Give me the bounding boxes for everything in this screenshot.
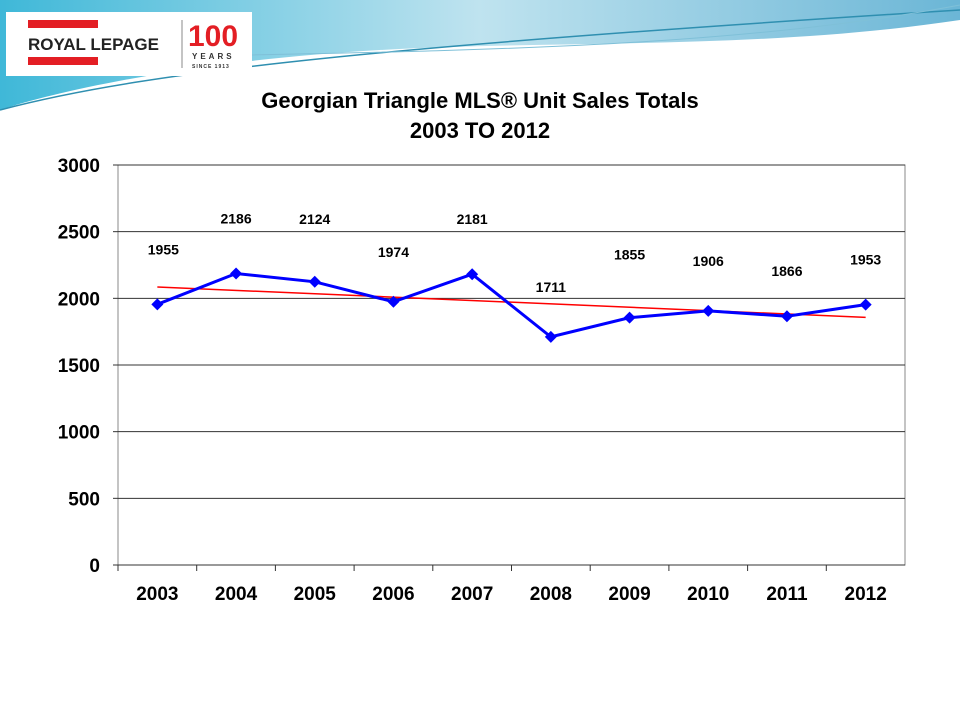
x-tick-label: 2007 xyxy=(451,584,493,605)
y-tick-label: 1000 xyxy=(58,423,100,444)
svg-text:100: 100 xyxy=(188,20,238,53)
data-label: 1855 xyxy=(614,247,645,263)
chart-title: Georgian Triangle MLS® Unit Sales Totals xyxy=(261,88,699,113)
data-point xyxy=(230,267,243,280)
x-tick-label: 2004 xyxy=(215,584,258,605)
royal-lepage-logo: ROYAL LEPAGE 100 YEARS SINCE 1913 xyxy=(6,12,252,76)
y-tick-label: 0 xyxy=(89,556,100,577)
y-tick-label: 1500 xyxy=(58,356,100,377)
data-label: 1955 xyxy=(148,241,179,257)
x-tick-label: 2005 xyxy=(294,584,337,605)
y-tick-label: 500 xyxy=(68,489,100,510)
svg-text:SINCE 1913: SINCE 1913 xyxy=(192,64,230,70)
y-tick-label: 2500 xyxy=(58,223,100,244)
data-point xyxy=(466,268,479,281)
data-label: 1906 xyxy=(693,253,724,269)
data-point xyxy=(702,304,715,317)
data-label: 2186 xyxy=(220,211,251,227)
x-tick-label: 2010 xyxy=(687,584,729,605)
x-tick-label: 2003 xyxy=(136,584,178,605)
chart-subtitle: 2003 TO 2012 xyxy=(409,118,551,143)
data-label: 1866 xyxy=(771,263,802,279)
x-tick-label: 2006 xyxy=(372,584,414,605)
data-label: 1711 xyxy=(536,279,567,295)
data-point xyxy=(544,330,557,343)
data-label: 1974 xyxy=(378,244,409,260)
data-label: 2181 xyxy=(457,211,488,227)
data-label: 1953 xyxy=(850,252,881,268)
x-tick-label: 2011 xyxy=(766,584,808,605)
data-label: 2124 xyxy=(299,211,330,227)
data-point xyxy=(623,311,636,324)
x-tick-label: 2012 xyxy=(845,584,887,605)
y-tick-label: 2000 xyxy=(58,289,100,310)
data-point xyxy=(151,298,164,311)
y-tick-label: 3000 xyxy=(58,156,100,177)
data-point xyxy=(859,298,872,311)
svg-text:ROYAL LEPAGE: ROYAL LEPAGE xyxy=(28,35,159,54)
data-point xyxy=(387,295,400,308)
x-tick-label: 2009 xyxy=(608,584,650,605)
svg-text:YEARS: YEARS xyxy=(192,52,235,61)
x-tick-label: 2008 xyxy=(530,584,572,605)
series-line xyxy=(156,272,866,339)
data-point xyxy=(308,275,321,288)
data-point xyxy=(780,310,793,323)
